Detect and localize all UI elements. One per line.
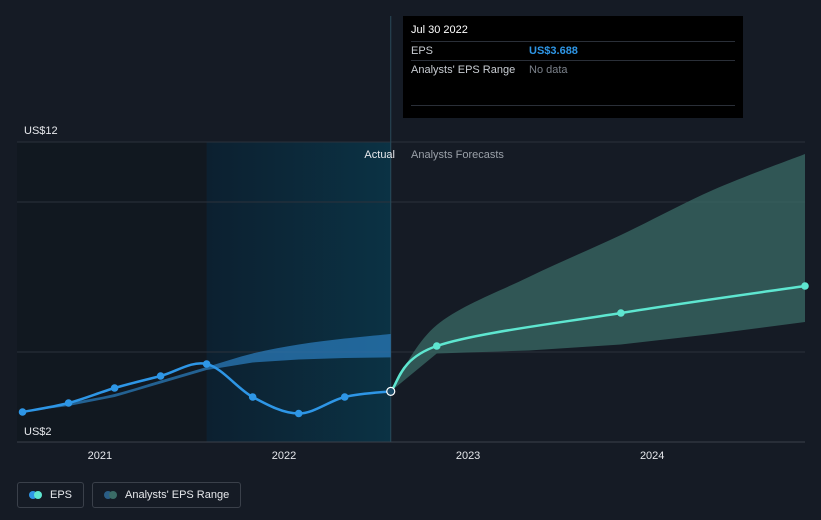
tooltip-eps-label: EPS bbox=[411, 45, 434, 57]
x-tick-label: 2021 bbox=[88, 450, 112, 462]
tooltip-row-eps: EPS US$3.688 bbox=[411, 41, 735, 60]
eps-point-actual bbox=[18, 408, 27, 416]
eps-range-legend-icon bbox=[104, 491, 118, 499]
hover-tooltip: Jul 30 2022 EPS US$3.688 Analysts' EPS R… bbox=[403, 16, 743, 118]
tooltip-date: Jul 30 2022 bbox=[411, 24, 468, 36]
tooltip-divider bbox=[411, 105, 735, 106]
eps-point-actual bbox=[248, 393, 257, 401]
eps-point-actual bbox=[110, 384, 119, 392]
chart-legend: EPS Analysts' EPS Range bbox=[17, 482, 242, 508]
eps-point-highlighted bbox=[386, 386, 396, 396]
highlight-band bbox=[206, 142, 391, 442]
legend-item-eps[interactable]: EPS bbox=[17, 482, 85, 508]
tooltip-eps-value: US$3.688 bbox=[529, 45, 578, 57]
eps-range-area-actual bbox=[22, 334, 391, 412]
legend-item-eps-range[interactable]: Analysts' EPS Range bbox=[92, 482, 242, 508]
eps-legend-icon bbox=[29, 491, 43, 499]
eps-point-actual bbox=[156, 372, 165, 380]
eps-line-forecast bbox=[389, 284, 806, 393]
actual-label: Actual bbox=[364, 149, 395, 161]
x-tick-label: 2024 bbox=[640, 450, 664, 462]
eps-point-actual bbox=[294, 409, 303, 418]
legend-eps-label: EPS bbox=[50, 489, 73, 501]
eps-point-forecast bbox=[801, 282, 809, 290]
past-band bbox=[17, 142, 207, 442]
y-tick-label: US$12 bbox=[24, 125, 58, 137]
y-tick-label: US$2 bbox=[24, 426, 52, 438]
legend-eps-range-label: Analysts' EPS Range bbox=[125, 489, 230, 501]
eps-point-actual bbox=[64, 399, 73, 407]
tooltip-range-label: Analysts' EPS Range bbox=[411, 64, 516, 76]
eps-point-forecast bbox=[617, 309, 625, 317]
eps-point-actual bbox=[202, 360, 211, 368]
x-tick-label: 2023 bbox=[456, 450, 480, 462]
tooltip-row-range: Analysts' EPS Range No data bbox=[411, 60, 735, 79]
eps-point-actual bbox=[340, 393, 349, 401]
forecast-label: Analysts Forecasts bbox=[411, 149, 504, 161]
eps-point-forecast bbox=[432, 342, 441, 350]
tooltip-range-value: No data bbox=[529, 64, 568, 76]
x-tick-label: 2022 bbox=[272, 450, 296, 462]
eps-range-area-forecast bbox=[390, 154, 805, 392]
